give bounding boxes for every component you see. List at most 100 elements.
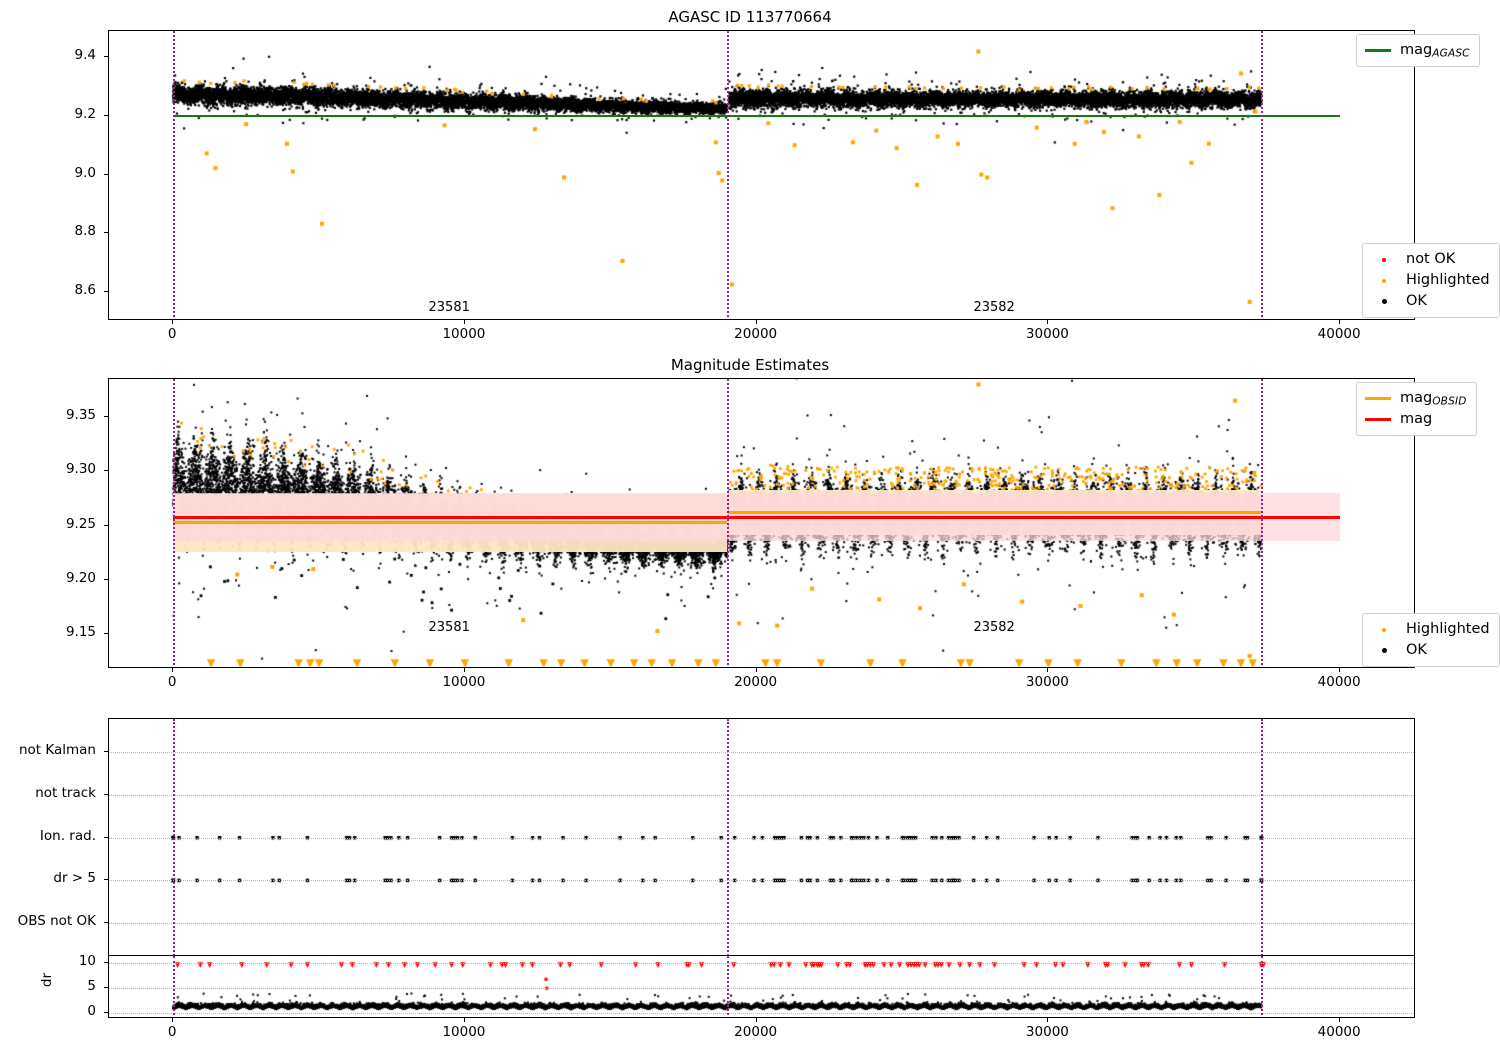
dr-axes: [108, 955, 1415, 1018]
legend-label-mag: mag: [1400, 411, 1433, 428]
x-tickmark: [1047, 1018, 1049, 1022]
agasc-marker-legend: not OK Highlighted OK: [1362, 243, 1500, 318]
obsid-divider: [173, 719, 176, 955]
obsid-divider: [173, 379, 176, 667]
legend-row-not-ok: not OK: [1371, 249, 1490, 270]
flag-gridline: [109, 837, 1414, 840]
flag-gridline: [109, 880, 1414, 882]
dr-tickmark: [104, 962, 108, 964]
legend-row-ok-2: OK: [1371, 640, 1490, 661]
x-tickmark: [172, 320, 174, 324]
flag-gridline: [109, 923, 1414, 925]
obsid-divider: [173, 956, 176, 1017]
flag-label: dr > 5: [53, 870, 96, 887]
line-swatch-green: [1365, 49, 1391, 52]
legend-label-ok: OK: [1406, 293, 1427, 310]
mag-obsid-line: [173, 521, 728, 525]
line-swatch-red: [1365, 418, 1391, 421]
x-tick-label: 10000: [442, 326, 486, 342]
x-tickmark: [1339, 1018, 1341, 1022]
flag-tickmark: [104, 751, 108, 753]
y-tickmark: [104, 470, 108, 472]
y-tickmark: [104, 114, 108, 116]
agasc-line-legend: magAGASC: [1356, 34, 1480, 67]
y-tick-label: 9.0: [74, 164, 96, 181]
dr-gridline: [109, 963, 1414, 965]
obsid-divider: [727, 956, 730, 1017]
obsid-divider: [727, 719, 730, 955]
legend-label-highlighted: Highlighted: [1406, 272, 1490, 289]
y-tick-label: 8.6: [74, 281, 96, 298]
obsid-divider: [1261, 379, 1264, 667]
x-tickmark: [172, 1018, 174, 1022]
x-tick-label: 0: [167, 674, 177, 690]
x-tickmark: [755, 1018, 757, 1022]
obsid-divider: [1261, 31, 1264, 319]
x-tick-label: 40000: [1317, 326, 1361, 342]
dot-swatch-red: [1371, 257, 1397, 262]
x-tickmark: [1339, 668, 1341, 672]
y-tick-label: 8.8: [74, 223, 96, 240]
y-tickmark: [104, 578, 108, 580]
y-tickmark: [104, 416, 108, 417]
legend-label-mag-agasc: magAGASC: [1400, 41, 1470, 59]
dot-swatch-orange: [1371, 278, 1397, 283]
legend-row-highlighted-2: Highlighted: [1371, 619, 1490, 640]
dr-tickmark: [104, 1012, 108, 1014]
panel-title-agasc: AGASC ID 113770664: [668, 8, 832, 26]
legend-row-mag-obsid: magOBSID: [1365, 388, 1467, 409]
dot-swatch-black: [1371, 299, 1397, 304]
flags-scatter-canvas: [109, 719, 1414, 955]
magnitude-line-legend: magOBSID mag: [1356, 382, 1477, 436]
obsid-annotation-23581: 23581: [428, 620, 470, 635]
legend-label-ok-2: OK: [1406, 642, 1427, 659]
y-tick-label: 9.4: [74, 47, 96, 64]
x-tickmark: [172, 668, 174, 672]
dr-tick-label: 5: [87, 978, 96, 995]
x-tick-label: 30000: [1025, 326, 1069, 342]
x-tick-label: 30000: [1025, 1024, 1069, 1040]
legend-row-mag-agasc: magAGASC: [1365, 40, 1470, 61]
flag-tickmark: [104, 879, 108, 881]
flag-tickmark: [104, 794, 108, 795]
dr-gridline: [109, 1013, 1414, 1015]
obsid-annotation-23582: 23582: [973, 300, 1015, 315]
x-tickmark: [1339, 320, 1341, 324]
flag-label: Ion. rad.: [39, 827, 96, 844]
legend-label-not-ok: not OK: [1406, 251, 1456, 268]
obsid-divider: [1261, 956, 1264, 1017]
x-tickmark: [1047, 320, 1049, 324]
dot-swatch-black-2: [1371, 648, 1397, 653]
x-tickmark: [463, 668, 465, 672]
y-tickmark: [104, 173, 108, 175]
x-tick-label: 20000: [734, 1024, 778, 1040]
x-tick-label: 40000: [1317, 674, 1361, 690]
flag-gridline: [109, 795, 1414, 797]
agasc-scatter-canvas: [109, 31, 1414, 319]
obsid-annotation-23581: 23581: [428, 300, 470, 315]
x-tick-label: 10000: [442, 674, 486, 690]
y-tickmark: [104, 524, 108, 526]
legend-row-highlighted: Highlighted: [1371, 270, 1490, 291]
flag-tickmark: [104, 836, 108, 838]
y-tick-label: 9.2: [74, 105, 96, 122]
x-tick-label: 10000: [442, 1024, 486, 1040]
flag-label: OBS not OK: [17, 913, 96, 930]
y-tick-label: 9.35: [65, 407, 96, 423]
y-tickmark: [104, 56, 108, 58]
mag-obsid-line: [728, 511, 1262, 515]
x-tick-label: 20000: [734, 326, 778, 342]
y-tick-label: 9.15: [65, 624, 96, 641]
agasc-magnitude-axes: [108, 30, 1415, 320]
dr-scatter-canvas: [109, 956, 1414, 1017]
line-swatch-orange: [1365, 397, 1391, 400]
x-tick-label: 0: [167, 326, 177, 342]
y-tickmark: [104, 290, 108, 292]
x-tickmark: [463, 1018, 465, 1022]
dot-swatch-orange-2: [1371, 627, 1397, 632]
legend-row-ok: OK: [1371, 291, 1490, 312]
x-tickmark: [1047, 668, 1049, 672]
flag-gridline: [109, 752, 1414, 754]
y-tick-label: 9.30: [65, 461, 96, 478]
